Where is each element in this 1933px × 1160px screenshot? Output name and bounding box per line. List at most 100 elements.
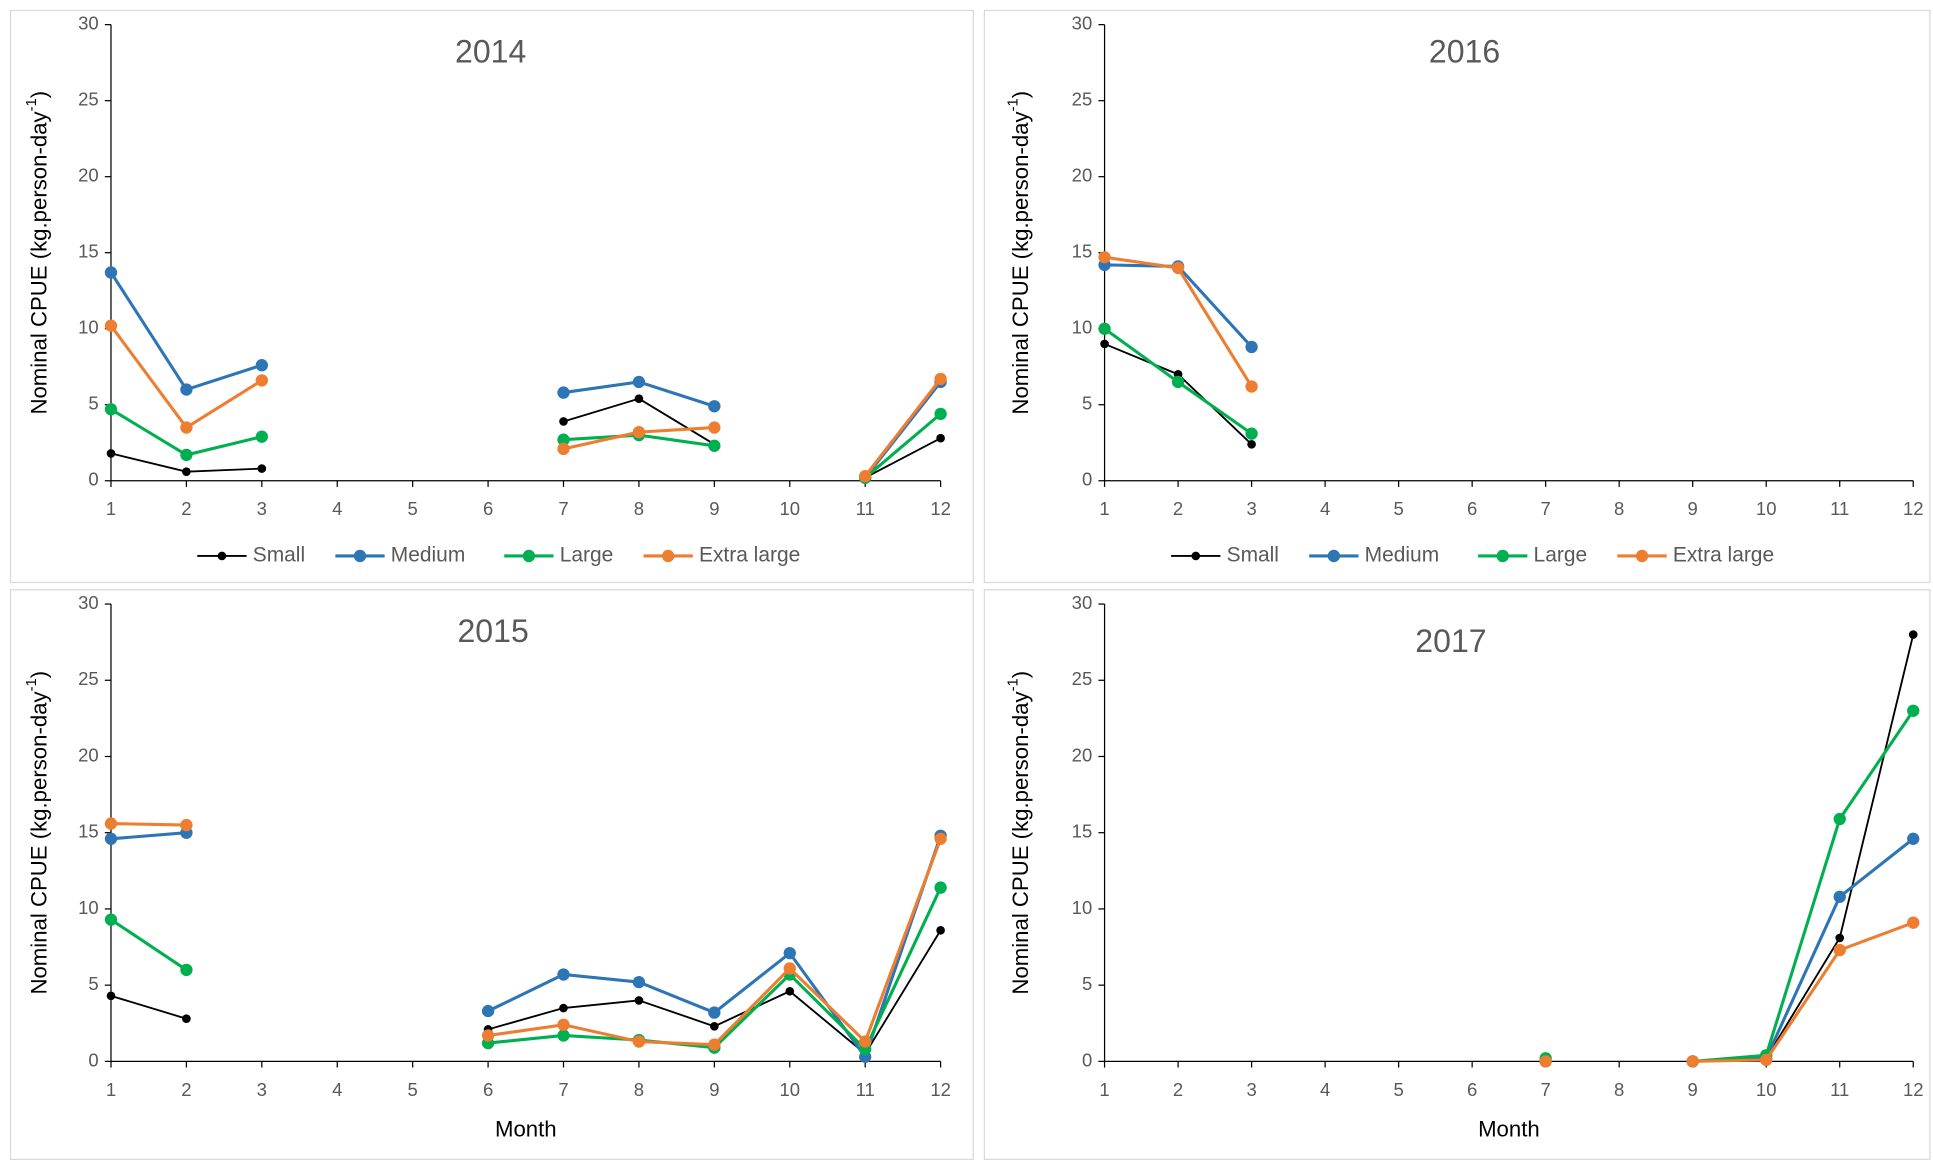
legend-marker — [522, 549, 536, 563]
data-point — [632, 375, 646, 389]
y-tick-label: 30 — [78, 592, 99, 613]
data-point — [934, 407, 947, 421]
series-line — [863, 377, 942, 478]
series-line — [109, 271, 263, 392]
data-point — [934, 372, 947, 386]
legend-label: Large — [1534, 543, 1588, 566]
data-point — [1171, 261, 1185, 275]
series-line — [109, 324, 263, 430]
y-axis-label: Nominal CPUE (kg.person-day-1) — [24, 671, 52, 995]
y-axis-label-sup: -1 — [1005, 98, 1021, 111]
data-point — [783, 946, 796, 960]
data-point — [255, 374, 268, 387]
x-tick-label: 1 — [1099, 498, 1109, 519]
series-line — [1692, 709, 1915, 1063]
data-point — [106, 991, 116, 1001]
data-point — [180, 818, 193, 832]
data-point — [255, 430, 268, 443]
y-axis-label-main: Nominal CPUE (kg.person-day — [27, 111, 52, 415]
x-tick-label: 12 — [930, 498, 951, 519]
data-point — [1245, 340, 1258, 354]
x-tick-label: 1 — [106, 1079, 116, 1100]
y-tick-label: 10 — [78, 317, 99, 338]
y-axis-label-sup: -1 — [1005, 678, 1021, 691]
data-point — [557, 1029, 570, 1042]
data-point — [557, 968, 570, 981]
y-tick-label: 25 — [78, 89, 99, 110]
data-point — [1833, 943, 1846, 957]
x-tick-label: 10 — [1756, 498, 1777, 519]
data-point — [1907, 832, 1920, 845]
y-axis-label-end: ) — [27, 91, 52, 98]
y-axis-label: Nominal CPUE (kg.person-day-1) — [1005, 91, 1033, 415]
data-point — [934, 881, 947, 894]
x-tick-label: 11 — [856, 1079, 875, 1100]
x-tick-label: 3 — [257, 1079, 267, 1100]
series-line — [110, 918, 188, 972]
x-tick-label: 5 — [408, 1079, 418, 1100]
data-point — [710, 1022, 719, 1031]
data-point — [104, 403, 118, 416]
data-point — [1539, 1055, 1552, 1068]
y-tick-label: 25 — [1072, 668, 1093, 689]
x-tick-label: 8 — [1614, 498, 1624, 519]
legend-label: Large — [560, 543, 614, 566]
x-tick-label: 2 — [181, 498, 191, 519]
series-line — [1692, 921, 1914, 1063]
x-tick-label: 1 — [1099, 1079, 1109, 1100]
data-point — [104, 832, 118, 845]
data-point — [1245, 380, 1258, 393]
panel-frame — [9, 9, 974, 584]
x-axis-label: Month — [495, 1116, 557, 1141]
x-tick-label: 10 — [1756, 1079, 1777, 1100]
x-tick-label: 10 — [779, 498, 800, 519]
y-tick-label: 0 — [88, 1049, 98, 1070]
x-tick-label: 3 — [1246, 498, 1256, 519]
y-axis-label-end: ) — [27, 671, 52, 678]
data-point — [1171, 375, 1185, 389]
legend-marker — [1635, 549, 1649, 563]
data-point — [1907, 916, 1920, 929]
data-point — [1833, 890, 1846, 903]
data-point — [106, 449, 116, 458]
x-tick-label: 3 — [257, 498, 267, 519]
y-tick-label: 5 — [1082, 393, 1092, 414]
x-tick-label: 7 — [1541, 1079, 1551, 1100]
x-tick-label: 7 — [558, 498, 568, 519]
data-point — [104, 266, 118, 279]
data-point — [785, 986, 795, 996]
data-point — [557, 442, 570, 456]
y-tick-label: 15 — [78, 241, 99, 262]
data-point — [708, 421, 721, 434]
panel-frame — [9, 589, 974, 1160]
data-point — [557, 386, 570, 399]
data-point — [708, 1006, 721, 1019]
x-tick-label: 11 — [1830, 1079, 1849, 1100]
x-tick-label: 6 — [1467, 498, 1477, 519]
x-tick-label: 6 — [483, 498, 493, 519]
legend-label: Small — [1227, 543, 1279, 566]
y-axis-label-sup: -1 — [24, 678, 40, 691]
data-point — [708, 1038, 721, 1051]
data-point — [936, 433, 945, 443]
data-point — [180, 383, 193, 396]
series-line — [1692, 634, 1915, 1063]
data-point — [1833, 812, 1846, 826]
x-tick-label: 4 — [1320, 1079, 1330, 1100]
x-axis-label: Month — [1478, 1116, 1540, 1141]
series-line — [864, 412, 942, 479]
x-tick-label: 9 — [709, 1079, 719, 1100]
x-tick-label: 7 — [558, 1079, 568, 1100]
data-point — [632, 425, 646, 439]
data-point — [708, 400, 721, 413]
y-tick-label: 0 — [1082, 1049, 1092, 1070]
series-line — [110, 831, 187, 841]
data-point — [1760, 1053, 1773, 1067]
x-tick-label: 6 — [1467, 1079, 1477, 1100]
y-tick-label: 0 — [88, 469, 98, 490]
series-line — [110, 822, 187, 827]
data-point — [1245, 427, 1258, 440]
x-tick-label: 11 — [1830, 498, 1849, 519]
